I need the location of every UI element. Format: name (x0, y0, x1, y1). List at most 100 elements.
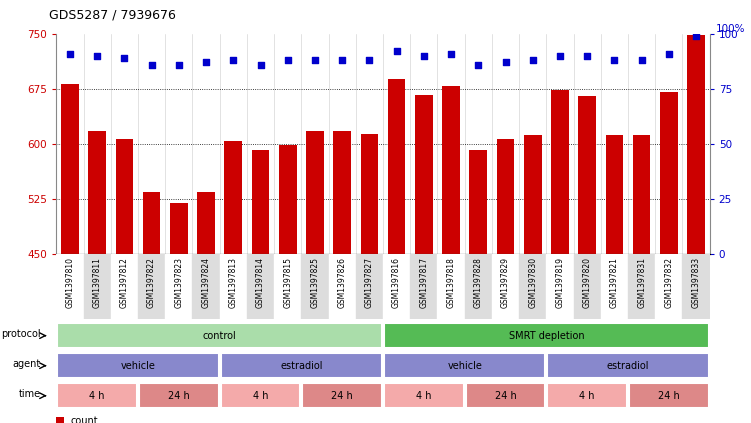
Text: GSM1397813: GSM1397813 (229, 257, 238, 308)
Bar (360, 134, 379, 423)
Text: protocol: protocol (1, 329, 41, 339)
Bar (83, 254, 111, 319)
Bar (524, 135, 541, 423)
Bar (629, 383, 709, 408)
Bar (221, 353, 382, 378)
Text: 24 h: 24 h (168, 391, 190, 401)
Point (391, 48, 403, 55)
Bar (628, 254, 655, 319)
Point (472, 61, 484, 68)
Bar (551, 90, 569, 423)
Text: GDS5287 / 7939676: GDS5287 / 7939676 (49, 8, 176, 21)
Bar (279, 145, 297, 423)
Text: GSM1397832: GSM1397832 (665, 257, 674, 308)
Text: 4 h: 4 h (89, 391, 105, 401)
Text: GSM1397823: GSM1397823 (174, 257, 183, 308)
Bar (492, 254, 519, 319)
Text: time: time (19, 389, 41, 399)
Text: 24 h: 24 h (331, 391, 353, 401)
Text: GSM1397816: GSM1397816 (392, 257, 401, 308)
Bar (138, 254, 165, 319)
Text: GSM1397819: GSM1397819 (556, 257, 565, 308)
Text: SMRT depletion: SMRT depletion (508, 331, 584, 341)
Bar (165, 254, 192, 319)
Text: GSM1397821: GSM1397821 (610, 257, 619, 308)
Bar (333, 131, 351, 423)
Bar (139, 383, 219, 408)
Bar (605, 135, 623, 423)
Bar (61, 84, 79, 423)
Text: GSM1397828: GSM1397828 (474, 257, 483, 308)
Text: vehicle: vehicle (448, 361, 482, 371)
Point (91, 52, 103, 59)
Bar (221, 383, 300, 408)
Text: 24 h: 24 h (495, 391, 517, 401)
Bar (578, 96, 596, 423)
Text: estradiol: estradiol (280, 361, 323, 371)
Bar (198, 192, 215, 423)
Text: control: control (203, 331, 237, 341)
Bar (89, 132, 106, 423)
Bar (547, 383, 627, 408)
Bar (410, 254, 437, 319)
Bar (574, 254, 601, 319)
Point (690, 33, 702, 39)
Text: 24 h: 24 h (658, 391, 680, 401)
Point (554, 52, 566, 59)
Point (173, 61, 185, 68)
Text: 100%: 100% (716, 24, 746, 34)
Point (608, 57, 620, 63)
Bar (57, 323, 382, 348)
Text: GSM1397818: GSM1397818 (447, 257, 456, 308)
Bar (57, 353, 219, 378)
Bar (56, 417, 64, 423)
Bar (116, 140, 133, 423)
Text: 4 h: 4 h (416, 391, 432, 401)
Point (499, 59, 511, 66)
Bar (303, 383, 382, 408)
Text: GSM1397815: GSM1397815 (283, 257, 292, 308)
Bar (384, 383, 463, 408)
Text: GSM1397833: GSM1397833 (692, 257, 701, 308)
Bar (328, 254, 356, 319)
Text: vehicle: vehicle (121, 361, 155, 371)
Bar (384, 323, 709, 348)
Bar (111, 254, 138, 319)
Bar (383, 254, 410, 319)
Point (200, 59, 212, 66)
Point (282, 57, 294, 63)
Bar (437, 254, 465, 319)
Text: agent: agent (12, 359, 41, 369)
Bar (547, 353, 709, 378)
Bar (192, 254, 219, 319)
Bar (547, 254, 574, 319)
Text: GSM1397812: GSM1397812 (120, 257, 129, 308)
Bar (660, 92, 677, 423)
Bar (306, 132, 324, 423)
Bar (496, 140, 514, 423)
Text: GSM1397826: GSM1397826 (338, 257, 347, 308)
Point (445, 50, 457, 57)
Text: count: count (71, 416, 98, 423)
Point (418, 52, 430, 59)
Point (64, 50, 76, 57)
Text: 4 h: 4 h (580, 391, 595, 401)
Text: estradiol: estradiol (607, 361, 650, 371)
Bar (57, 383, 137, 408)
Text: GSM1397810: GSM1397810 (65, 257, 74, 308)
Bar (252, 151, 270, 423)
Bar (442, 86, 460, 423)
Text: GSM1397820: GSM1397820 (583, 257, 592, 308)
Bar (687, 35, 705, 423)
Bar (384, 353, 545, 378)
Text: GSM1397822: GSM1397822 (147, 257, 156, 308)
Text: GSM1397824: GSM1397824 (201, 257, 210, 308)
Text: GSM1397825: GSM1397825 (310, 257, 319, 308)
Text: GSM1397830: GSM1397830 (528, 257, 537, 308)
Bar (415, 96, 433, 423)
Point (336, 57, 348, 63)
Point (309, 57, 321, 63)
Bar (465, 254, 492, 319)
Bar (633, 135, 650, 423)
Bar (219, 254, 247, 319)
